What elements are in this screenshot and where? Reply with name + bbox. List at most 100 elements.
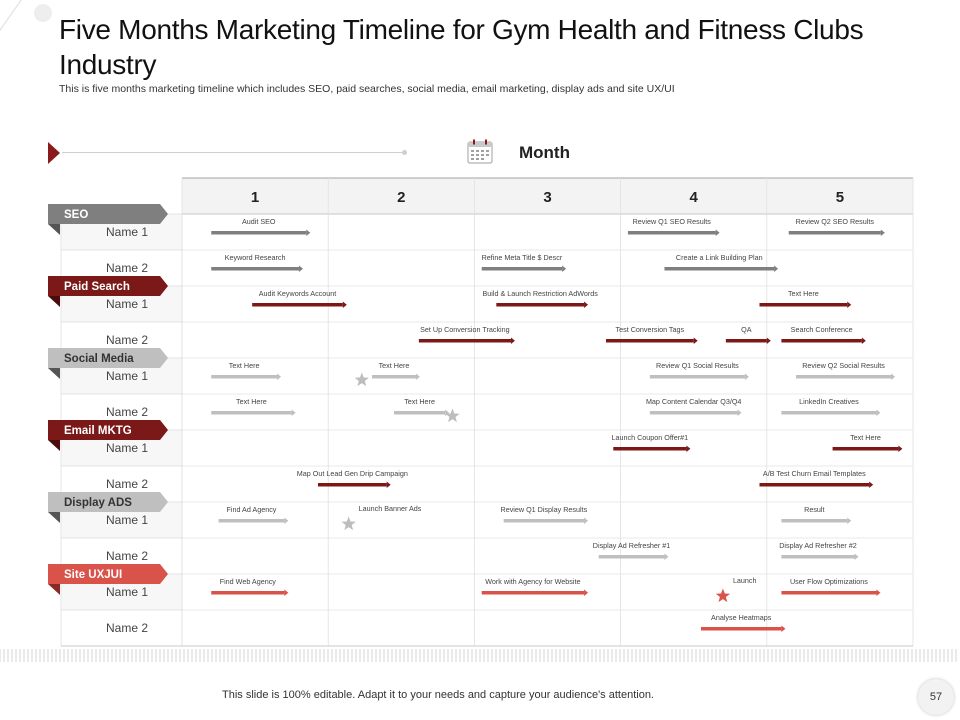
- milestone-label: Launch: [733, 576, 757, 585]
- task-bar: [605, 339, 694, 343]
- task-bar: [372, 375, 416, 379]
- page-number: 57: [918, 679, 954, 715]
- milestone-star-icon: [341, 516, 356, 531]
- row-name: Name 1: [106, 369, 148, 383]
- task-bar-tip: [291, 409, 296, 416]
- task-bar: [649, 411, 738, 415]
- task-label: Find Ad Agency: [226, 505, 276, 514]
- task-bar-tip: [562, 265, 567, 272]
- footer-note: This slide is 100% editable. Adapt it to…: [222, 689, 654, 701]
- task-label: Review Q1 Social Results: [656, 361, 739, 370]
- task-bar-tip: [693, 337, 698, 344]
- task-bar: [759, 483, 870, 487]
- timeline-grid: 1 2 3 4 5 Name 1 Name 2 Name 1 Name 2 Name 1 Name …: [48, 177, 914, 647]
- category-label: Email MKTG: [64, 425, 132, 437]
- task-bar: [781, 591, 877, 595]
- task-bar-tip: [880, 229, 885, 236]
- category-label: Social Media: [64, 353, 134, 365]
- decorative-circle: [34, 4, 52, 22]
- task-bar: [664, 267, 775, 271]
- category-label: Site UXJUI: [64, 569, 122, 581]
- milestone-star-icon: [445, 408, 460, 423]
- task-label: Audit Keywords Account: [259, 289, 337, 298]
- task-label: Audit SEO: [242, 217, 276, 226]
- month-number: 3: [543, 189, 551, 206]
- task-bar-tip: [277, 373, 282, 380]
- task-bar-tip: [861, 337, 866, 344]
- header-rule-line: [62, 152, 404, 153]
- task-bar-tip: [854, 553, 859, 560]
- row-name: Name 1: [106, 297, 148, 311]
- name-cell: [60, 609, 183, 647]
- task-bar: [796, 375, 892, 379]
- task-bar: [627, 231, 716, 235]
- task-label: Create a Link Building Plan: [676, 253, 763, 262]
- month-header-band: [182, 178, 913, 214]
- bottom-tick-border: [0, 649, 957, 662]
- category-tag: [48, 348, 168, 368]
- task-bar-tip: [869, 481, 874, 488]
- category-tag-fold: [48, 584, 60, 595]
- task-bar: [503, 519, 585, 523]
- row-name: Name 2: [106, 549, 148, 563]
- category-tag: [48, 492, 168, 512]
- category-tag-fold: [48, 512, 60, 523]
- slide-title: Five Months Marketing Timeline for Gym H…: [59, 14, 864, 80]
- task-label: Review Q2 Social Results: [802, 361, 885, 370]
- task-label: Launch Coupon Offer#1: [612, 433, 689, 442]
- task-bar: [218, 519, 285, 523]
- task-bar: [211, 411, 292, 415]
- task-label: LinkedIn Creatives: [799, 397, 859, 406]
- task-label: Text Here: [236, 397, 267, 406]
- month-number: 2: [397, 189, 405, 206]
- month-axis-label: Month: [519, 143, 570, 162]
- task-bar: [781, 519, 848, 523]
- row-name: Name 1: [106, 441, 148, 455]
- task-bar: [317, 483, 387, 487]
- milestone-star-icon: [715, 588, 731, 603]
- milestone-star-icon: [354, 372, 369, 387]
- task-bar: [759, 303, 848, 307]
- task-bar-tip: [342, 301, 347, 308]
- task-bar: [725, 339, 767, 343]
- task-label: Review Q1 Display Results: [501, 505, 588, 514]
- task-bar-tip: [715, 229, 720, 236]
- task-bar: [211, 375, 278, 379]
- task-bar: [252, 303, 343, 307]
- task-label: User Flow Optimizations: [790, 577, 868, 586]
- header-rule-dot: [402, 150, 407, 155]
- month-number: 5: [836, 189, 844, 206]
- task-bar-tip: [584, 301, 589, 308]
- task-label: Work with Agency for Website: [485, 577, 580, 586]
- task-label: Text Here: [229, 361, 260, 370]
- task-bar-tip: [510, 337, 515, 344]
- header-arrow-marker: [48, 142, 60, 164]
- row-name: Name 2: [106, 405, 148, 419]
- category-label: SEO: [64, 209, 88, 221]
- task-bar: [393, 411, 446, 415]
- task-bar-tip: [744, 373, 749, 380]
- task-bar: [211, 267, 299, 271]
- row-name: Name 2: [106, 261, 148, 275]
- task-bar-tip: [847, 301, 852, 308]
- task-bar-tip: [891, 373, 896, 380]
- task-bar: [211, 231, 307, 235]
- month-number: 1: [251, 189, 259, 206]
- category-tag: [48, 420, 168, 440]
- category-tag: [48, 276, 168, 296]
- task-label: Result: [804, 505, 824, 514]
- task-bar: [781, 339, 862, 343]
- row-name: Name 2: [106, 621, 148, 635]
- task-label: Display Ad Refresher #1: [593, 541, 671, 550]
- task-label: Map Out Lead Gen Drip Campaign: [297, 469, 408, 478]
- task-bar-tip: [298, 265, 303, 272]
- task-bar: [649, 375, 745, 379]
- row-name: Name 2: [106, 477, 148, 491]
- task-bar-tip: [584, 517, 589, 524]
- slide-subtitle: This is five months marketing timeline w…: [59, 83, 675, 95]
- task-label: Text Here: [788, 289, 819, 298]
- category-tag: [48, 204, 168, 224]
- task-bar-tip: [386, 481, 391, 488]
- task-label: Text Here: [404, 397, 435, 406]
- category-label: Display ADS: [64, 497, 132, 509]
